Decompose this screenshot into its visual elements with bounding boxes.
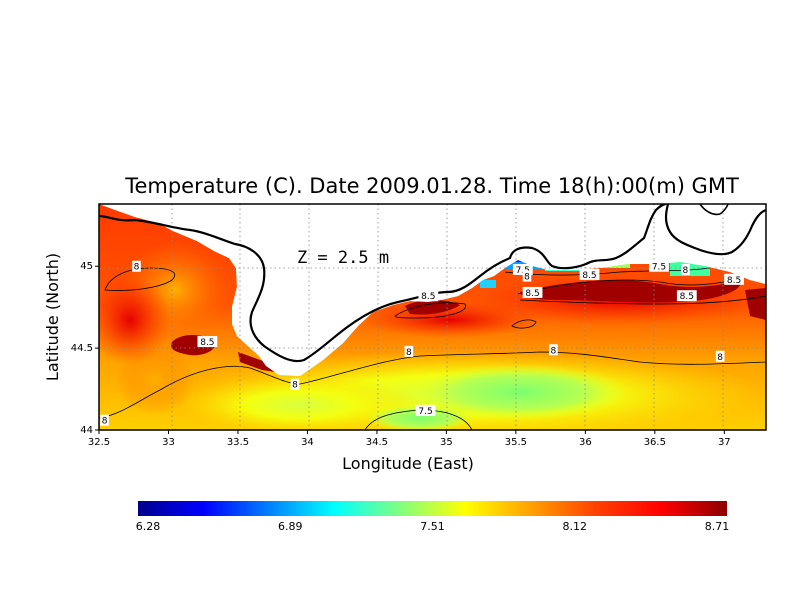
x-tick-label: 34.5 (366, 437, 388, 448)
contour-8-5-east (519, 295, 766, 305)
warm-core-east (745, 288, 766, 320)
contour-label: 8 (683, 266, 689, 276)
x-tick-label: 36 (579, 437, 592, 448)
x-tick-label: 37 (718, 437, 731, 448)
y-tick-label: 44.5 (71, 343, 93, 354)
warm-core-coast (238, 352, 275, 372)
y-tick-label: 44 (80, 425, 93, 436)
contour-label-bg (197, 336, 218, 348)
contour-label: 8 (406, 348, 412, 358)
x-tick-label: 33 (162, 437, 175, 448)
contour-label-bg (724, 273, 744, 285)
y-axis-label: Latitude (North) (43, 253, 62, 381)
colorbar: 6.28 6.89 7.51 8.12 8.71 (136, 501, 730, 533)
contour-label: 7.5 (652, 263, 666, 273)
contour-label: 8.5 (421, 292, 435, 302)
depth-annotation: Z = 2.5 m (297, 248, 389, 268)
crimea-landmass (99, 204, 766, 376)
contour-label-bg (100, 414, 109, 426)
contour-label-bg (649, 260, 669, 272)
contour-label-bg (290, 378, 300, 390)
contour-label-bg (404, 345, 414, 357)
x-axis-ticks: 32.5 33 33.5 34 34.5 35 35.5 36 36.5 37 (88, 430, 731, 448)
contour-label-bg (132, 260, 141, 272)
contour-label-bg (415, 404, 436, 416)
x-tick-label: 35 (440, 437, 453, 448)
temperature-shading (99, 240, 766, 430)
contour-label: 8.5 (200, 338, 214, 348)
warm-core-central (405, 299, 460, 315)
x-tick-label: 36.5 (644, 437, 666, 448)
contour-label: 8.5 (727, 276, 741, 286)
x-axis-label: Longitude (East) (342, 454, 474, 473)
contour-label-bg (715, 350, 725, 362)
contour-label-bg (676, 290, 697, 302)
contour-label: 8 (134, 263, 140, 273)
y-tick-label: 45 (80, 261, 93, 272)
contour-small-loop (511, 319, 537, 329)
contour-label: 8.5 (680, 292, 694, 302)
contour-8-south (99, 351, 766, 419)
coastline-islet (699, 204, 729, 216)
chart-title: Temperature (C). Date 2009.01.28. Time 1… (124, 174, 739, 198)
contour-label-bg (522, 270, 532, 282)
colorbar-tick-label: 6.89 (278, 520, 303, 533)
x-tick-label: 33.5 (227, 437, 249, 448)
colorbar-gradient (138, 501, 727, 516)
y-axis-ticks: 44 44.5 45 (71, 261, 99, 436)
contour-label: 8 (292, 381, 298, 391)
contour-label: 8 (717, 353, 723, 363)
contour-label-bg (549, 344, 558, 356)
colorbar-tick-label: 7.51 (420, 520, 445, 533)
contour-label-bg (579, 268, 600, 280)
contour-8-west (104, 267, 176, 291)
plot-frame (98, 203, 767, 431)
x-tick-label: 32.5 (88, 437, 110, 448)
plot-area (99, 204, 766, 430)
colorbar-ticks: 6.28 6.89 7.51 8.12 8.71 (136, 520, 730, 533)
x-tick-label: 34 (301, 437, 314, 448)
contour-8-5-central (394, 302, 466, 319)
red-zone-west (99, 275, 170, 365)
contour-label-bg (522, 286, 543, 298)
green-cool-zone (410, 364, 630, 420)
contour-label: 8.5 (525, 289, 539, 299)
green-cool-zone-2 (365, 404, 475, 430)
colorbar-tick-label: 6.28 (136, 520, 161, 533)
contour-label: 8 (524, 273, 530, 283)
colorbar-tick-label: 8.12 (563, 520, 588, 533)
contour-label-bg (418, 290, 439, 302)
contour-label-bg (512, 264, 533, 276)
cold-cell (480, 280, 496, 288)
contour-label: 8 (102, 417, 108, 427)
x-tick-label: 35.5 (505, 437, 527, 448)
contour-label-bg (681, 264, 690, 276)
gridlines (99, 204, 766, 430)
contour-label: 8.5 (582, 271, 596, 281)
colorbar-tick-label: 8.71 (705, 520, 730, 533)
contour-label: 7.5 (418, 407, 432, 417)
contour-label: 8 (551, 346, 557, 356)
